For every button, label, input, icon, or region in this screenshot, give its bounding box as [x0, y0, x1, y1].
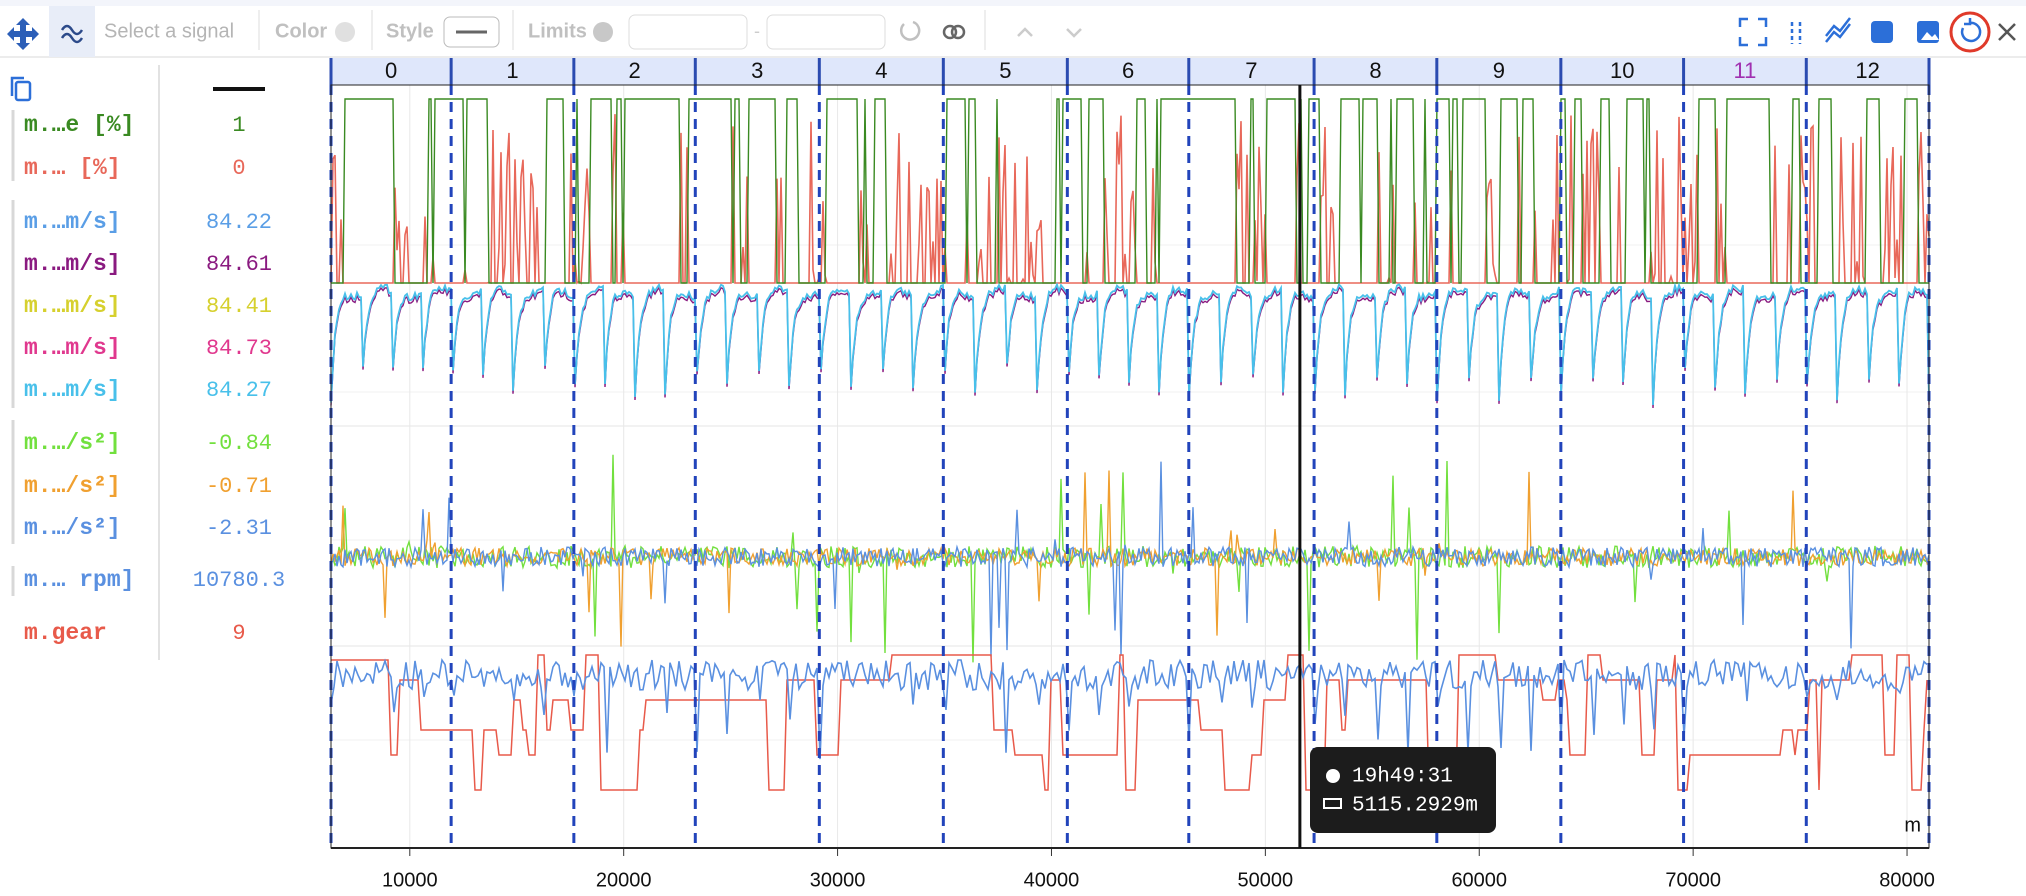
signal-value: -0.71 [206, 474, 272, 499]
lap-label[interactable]: 5 [999, 58, 1011, 83]
tooltip-time: 19h49:31 [1352, 766, 1453, 789]
lap-label[interactable]: 1 [506, 58, 518, 83]
legend: m.…e [%] 1 m.… [%] 0 m.…m/s] 84.22 m.…m/s] 84.6… [11, 110, 285, 646]
lap-label[interactable]: 12 [1855, 58, 1879, 83]
compare-button[interactable] [1871, 21, 1893, 43]
signal-trace [331, 98, 1929, 284]
lap-label[interactable]: 2 [628, 58, 640, 83]
lap-label[interactable]: 4 [875, 58, 887, 83]
x-tick-label: 20000 [596, 869, 652, 891]
signal-name[interactable]: m.…/s²] [24, 515, 121, 541]
signal-name[interactable]: m.…/s²] [24, 430, 121, 456]
x-tick-label: 60000 [1451, 869, 1507, 891]
x-tick-label: 80000 [1879, 869, 1935, 891]
lap-label[interactable]: 8 [1369, 58, 1381, 83]
signal-name[interactable]: m.…/s²] [24, 473, 121, 499]
lap-header [331, 58, 1929, 85]
color-swatch[interactable] [335, 22, 355, 42]
highlight-ring [1949, 11, 1991, 53]
cursor-button[interactable] [1790, 22, 1802, 44]
signal-value: -2.31 [206, 516, 272, 541]
signal-name[interactable]: m.…m/s] [24, 209, 121, 235]
top-strip [0, 0, 2026, 6]
signal-value: 84.22 [206, 210, 272, 235]
signal-trace [330, 454, 1930, 663]
lap-label[interactable]: 0 [385, 58, 397, 83]
info-icon[interactable] [593, 22, 613, 42]
copy-icon[interactable] [10, 76, 32, 102]
up-button[interactable] [1017, 27, 1033, 37]
overlay-button[interactable] [1825, 17, 1851, 43]
signal-placeholder[interactable]: Select a signal [104, 20, 234, 42]
style-label: Style [386, 20, 434, 42]
lap-label[interactable]: 7 [1245, 58, 1257, 83]
limit-min-input[interactable] [628, 14, 748, 50]
lap-label[interactable]: 10 [1610, 58, 1634, 83]
signal-name[interactable]: m.… rpm] [24, 567, 134, 593]
signal-name[interactable]: m.… [%] [24, 155, 121, 181]
link-button[interactable] [942, 24, 966, 40]
tooltip [1310, 747, 1496, 833]
limit-max-input[interactable] [766, 14, 886, 50]
lap-label[interactable]: 11 [1734, 58, 1757, 83]
tooltip-distance: 5115.2929m [1352, 795, 1478, 818]
close-button[interactable] [1998, 23, 2016, 41]
fullscreen-button[interactable] [1738, 17, 1768, 47]
signal-name[interactable]: m.…m/s] [24, 335, 121, 361]
signal-value: 84.61 [206, 252, 272, 277]
signal-trace [331, 654, 1928, 791]
signal-name[interactable]: m.gear [24, 620, 107, 646]
color-label: Color [275, 20, 327, 42]
signal-name[interactable]: m.…m/s] [24, 251, 121, 277]
down-button[interactable] [1066, 28, 1082, 38]
x-tick-label: 40000 [1024, 869, 1080, 891]
x-unit: m [1904, 814, 1921, 836]
stopwatch-icon [1326, 769, 1340, 783]
signal-value: 0 [232, 156, 245, 181]
signal-trace [330, 281, 1930, 406]
plot: 10000 20000 30000 40000 50000 60000 70000 80000… [329, 58, 1935, 891]
signal-trace [330, 470, 1930, 647]
ruler-icon [1323, 798, 1342, 809]
lap-label[interactable]: 6 [1122, 58, 1134, 83]
reset-limits-button[interactable] [899, 20, 921, 41]
signal-name[interactable]: m.…m/s] [24, 377, 121, 403]
x-tick-label: 50000 [1238, 869, 1294, 891]
x-tick-label: 30000 [810, 869, 866, 891]
reset-zoom-button[interactable] [1960, 18, 1982, 43]
signal-value: 1 [232, 113, 245, 138]
limits-separator: - [754, 21, 760, 41]
signal-value: 84.27 [206, 378, 272, 403]
move-button[interactable] [7, 18, 39, 50]
signal-value: -0.84 [206, 431, 272, 456]
signal-trace [330, 461, 1930, 657]
x-tick-label: 10000 [382, 869, 438, 891]
signal-value: 9 [232, 621, 245, 646]
signal-trace [330, 114, 1930, 285]
signal-name[interactable]: m.…m/s] [24, 293, 121, 319]
limits-label: Limits [528, 20, 587, 42]
signal-icon [60, 24, 84, 44]
signal-name[interactable]: m.…e [%] [24, 112, 134, 138]
signal-value: 84.73 [206, 336, 272, 361]
lap-label[interactable]: 3 [751, 58, 763, 83]
x-tick-label: 70000 [1665, 869, 1721, 891]
signal-trace [330, 658, 1928, 760]
lap-label[interactable]: 9 [1493, 58, 1505, 83]
signal-value: 10780.3 [193, 568, 285, 593]
image-icon [1921, 32, 1939, 40]
signal-value: 84.41 [206, 294, 272, 319]
signal-trace [330, 285, 1930, 409]
